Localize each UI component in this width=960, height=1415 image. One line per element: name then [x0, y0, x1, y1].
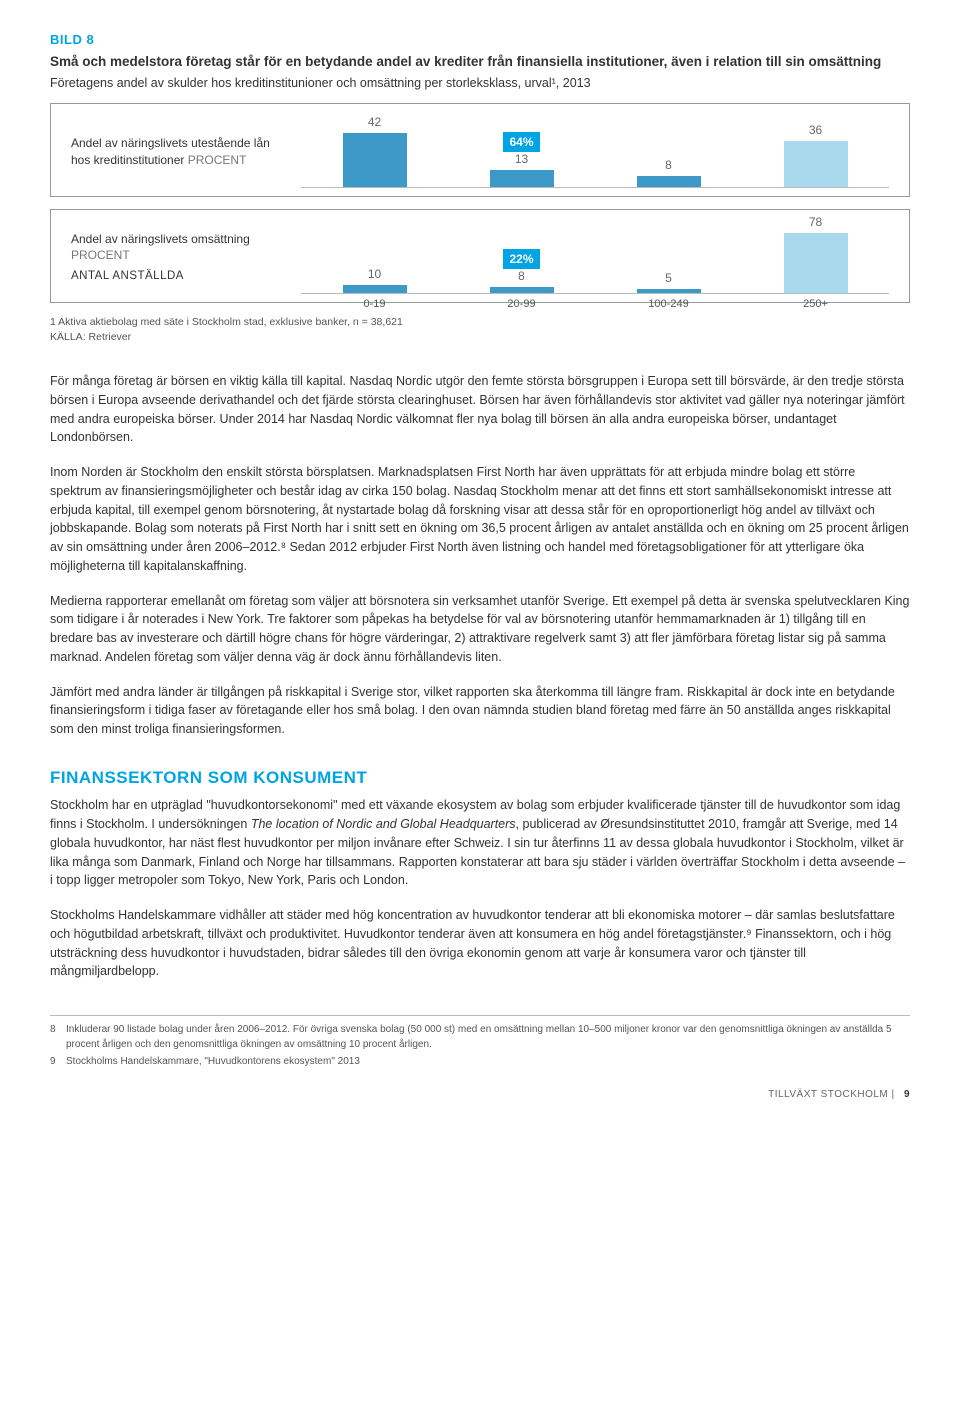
xaxis-tick: 0-19 [301, 296, 448, 313]
bar-value-label: 42 [368, 113, 381, 131]
figure-title: Små och medelstora företag står för en b… [50, 52, 910, 72]
footer-page: 9 [904, 1089, 910, 1100]
chart1-line1: Andel av näringslivets utestående lån [71, 136, 270, 150]
bar-value-label: 8 [665, 156, 672, 174]
footer-sep: | [892, 1089, 898, 1100]
page-footer: TILLVÄXT STOCKHOLM | 9 [50, 1087, 910, 1102]
chart-source: KÄLLA: Retriever [50, 330, 910, 346]
chart-column: 64%13 [448, 150, 595, 187]
figure-label: BILD 8 [50, 30, 910, 50]
para-4: Jämfört med andra länder är tillgången p… [50, 683, 910, 739]
footnote-9-text: Stockholms Handelskammare, "Huvudkontore… [66, 1054, 360, 1069]
bar [490, 287, 554, 293]
chart2-line1: Andel av näringslivets omsättning [71, 232, 250, 246]
chart-box-turnover: Andel av näringslivets omsättning PROCEN… [50, 209, 910, 303]
chart2-left-label: Andel av näringslivets omsättning PROCEN… [71, 231, 301, 285]
bar-value-label: 5 [665, 269, 672, 287]
bar-value-label: 10 [368, 265, 381, 283]
chart2-procent: PROCENT [71, 248, 130, 262]
chart2-area: 1022%8578 0-1920-99100-249250+ [301, 222, 889, 294]
chart-column: 8 [595, 156, 742, 187]
bar-value-label: 78 [809, 213, 822, 231]
bar [490, 170, 554, 187]
para-6: Stockholms Handelskammare vidhåller att … [50, 906, 910, 981]
chart-column: 42 [301, 113, 448, 187]
xaxis-tick: 250+ [742, 296, 889, 313]
footnote-9-num: 9 [50, 1054, 66, 1069]
chart-column: 36 [742, 121, 889, 187]
xaxis-tick: 100-249 [595, 296, 742, 313]
bar [784, 141, 848, 187]
figure-subtitle: Företagens andel av skulder hos kreditin… [50, 74, 910, 93]
bar-value-label: 36 [809, 121, 822, 139]
chart-column: 22%8 [448, 267, 595, 293]
xaxis-tick: 20-99 [448, 296, 595, 313]
bar [637, 289, 701, 293]
chart1-line2: hos kreditinstitutioner [71, 153, 184, 167]
bar [343, 133, 407, 187]
section-heading: FINANSSEKTORN SOM KONSUMENT [50, 765, 910, 791]
bar [784, 233, 848, 293]
chart-box-loans: Andel av näringslivets utestående lån ho… [50, 103, 910, 197]
chart-column: 10 [301, 265, 448, 293]
para-1: För många företag är börsen en viktig kä… [50, 372, 910, 447]
bar [637, 176, 701, 187]
para-3: Medierna rapporterar emellanåt om företa… [50, 592, 910, 667]
footnote-8: 8 Inkluderar 90 listade bolag under åren… [50, 1022, 910, 1052]
footnote-8-num: 8 [50, 1022, 66, 1052]
chart-column: 78 [742, 213, 889, 293]
para-5-italic: The location of Nordic and Global Headqu… [251, 817, 516, 831]
chart-highlight-label: 22% [503, 249, 539, 269]
chart1-procent: PROCENT [188, 153, 247, 167]
para-2: Inom Norden är Stockholm den enskilt stö… [50, 463, 910, 576]
chart2-xaxis: 0-1920-99100-249250+ [301, 296, 889, 313]
bar-value-label: 13 [515, 150, 528, 168]
bar-value-label: 8 [518, 267, 525, 285]
chart-column: 5 [595, 269, 742, 293]
para-5: Stockholm har en utpräglad "huvudkontors… [50, 796, 910, 890]
footer-label: TILLVÄXT STOCKHOLM [768, 1089, 888, 1100]
bar [343, 285, 407, 293]
chart-highlight-label: 64% [503, 132, 539, 152]
footnote-9: 9 Stockholms Handelskammare, "Huvudkonto… [50, 1054, 910, 1069]
chart-footnote: 1 Aktiva aktiebolag med säte i Stockholm… [50, 315, 910, 331]
chart2-antal: ANTAL ANSTÄLLDA [71, 269, 301, 285]
chart1-area: 42 64%13 8 36 [301, 116, 889, 188]
footnote-rule [50, 1015, 910, 1016]
chart1-left-label: Andel av näringslivets utestående lån ho… [71, 135, 301, 167]
footnote-8-text: Inkluderar 90 listade bolag under åren 2… [66, 1022, 910, 1052]
